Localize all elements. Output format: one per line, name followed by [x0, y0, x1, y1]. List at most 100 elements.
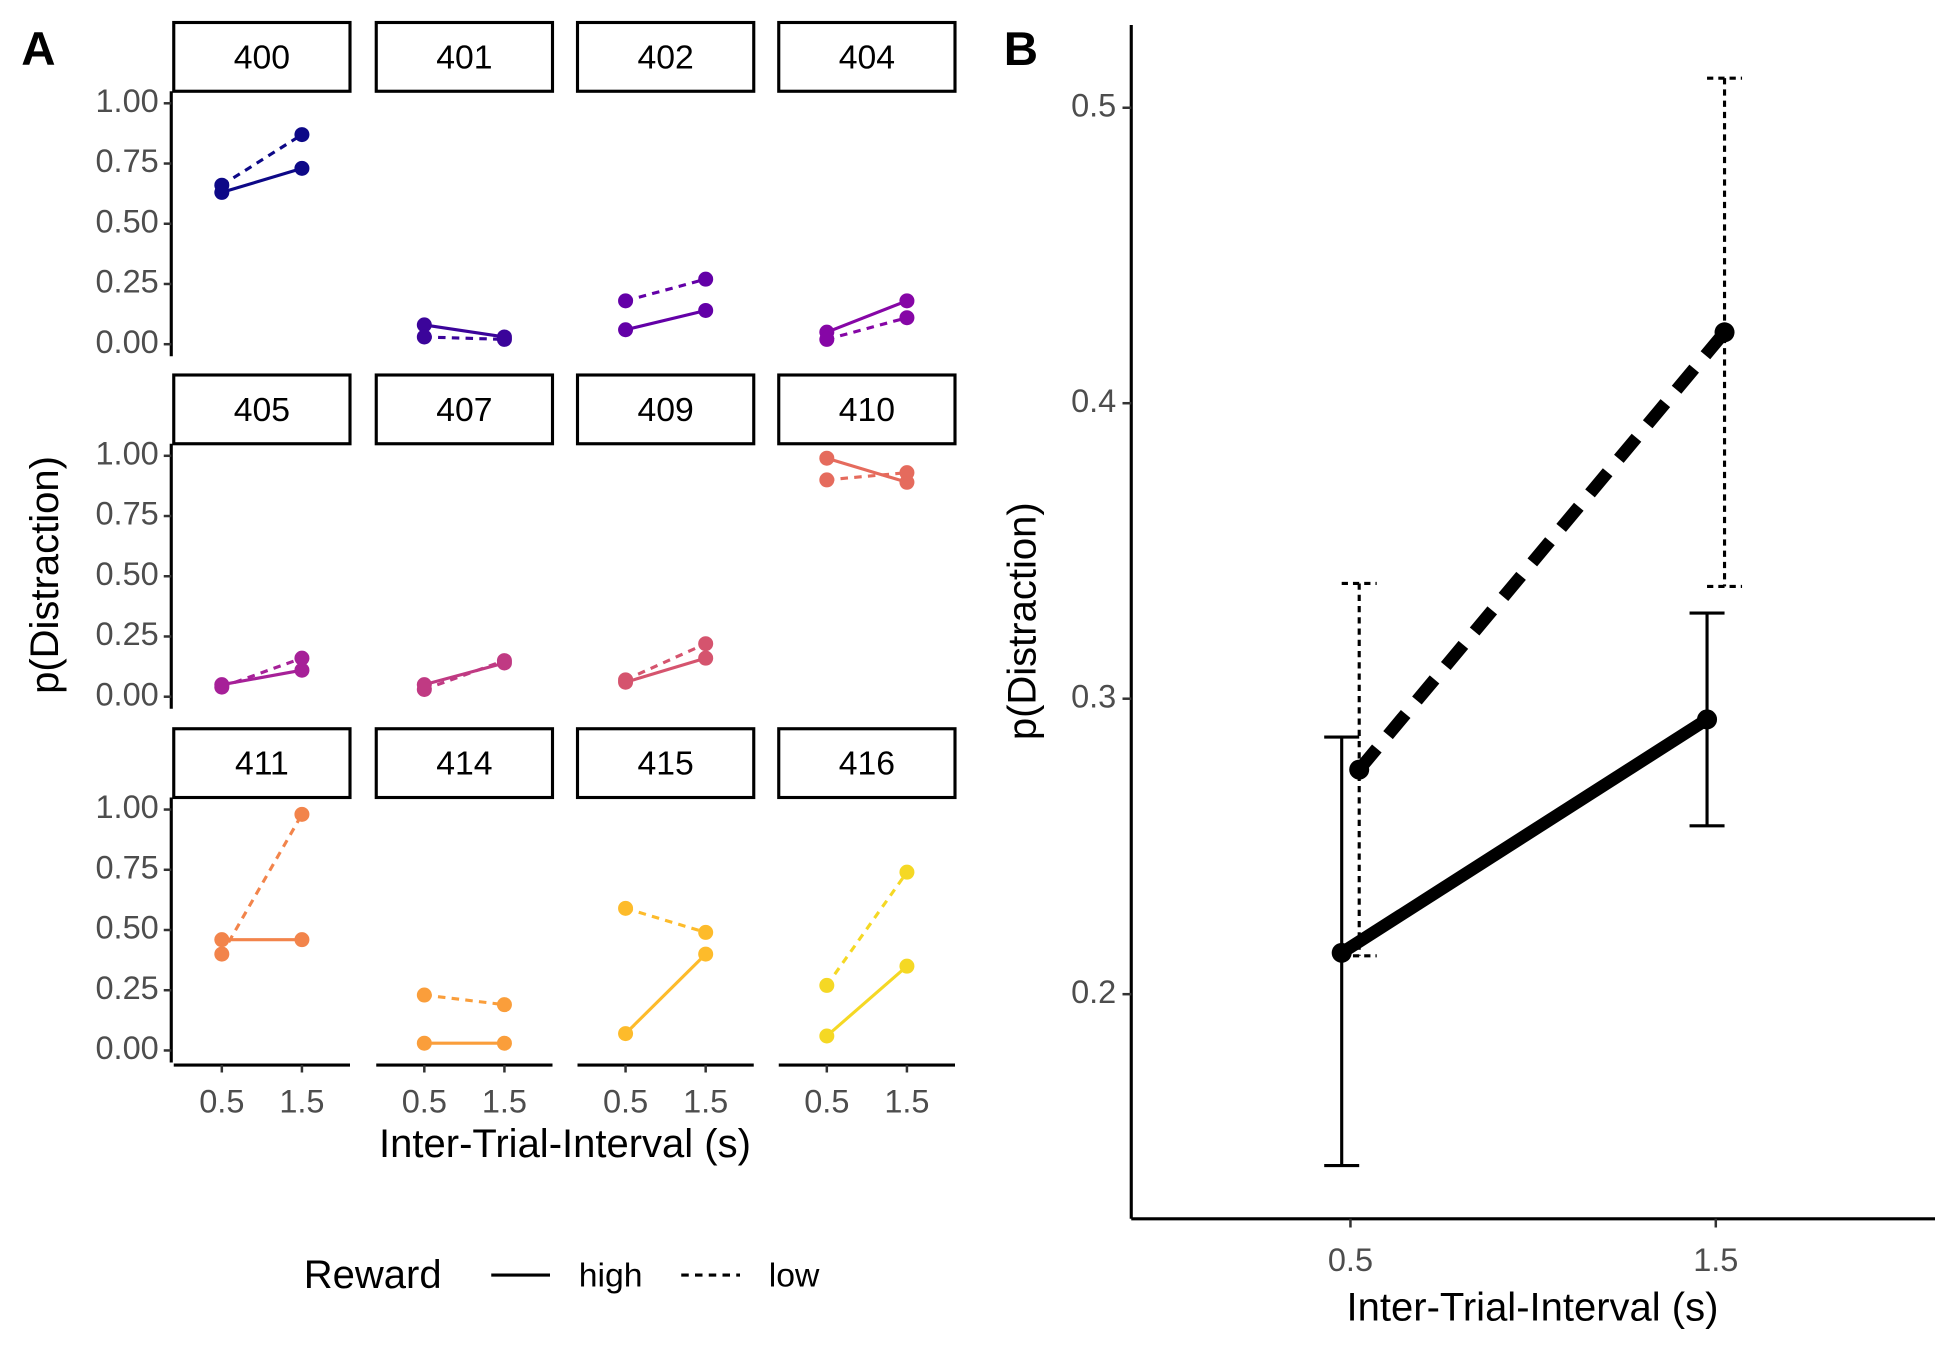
facet-label: 404: [839, 38, 895, 76]
x-axis-title: Inter-Trial-Interval (s): [379, 1122, 751, 1166]
facet-strip: [777, 20, 957, 93]
data-point: [698, 302, 714, 318]
x-tick-label: 1.5: [279, 1083, 324, 1119]
data-point: [618, 1026, 634, 1042]
x-tick-label: 1.5: [482, 1083, 527, 1119]
y-axis-title: p(Distraction): [23, 456, 67, 694]
facet-strip: [575, 20, 756, 93]
data-point: [496, 653, 512, 669]
x-tick-label: 0.5: [603, 1083, 648, 1119]
x-axis-title: Inter-Trial-Interval (s): [1347, 1286, 1719, 1330]
series-line: [625, 656, 707, 684]
data-point: [698, 650, 714, 666]
y-tick-label: 0.5: [1071, 87, 1116, 123]
x-tick-label: 1.5: [1693, 1242, 1738, 1278]
facet-strip: [374, 727, 555, 800]
data-point: [416, 317, 432, 333]
data-point: [819, 472, 835, 488]
data-point: [819, 1028, 835, 1044]
legend-label: low: [769, 1256, 820, 1294]
facet-strip: [172, 20, 352, 93]
data-point: [698, 924, 714, 940]
series-line: [221, 166, 303, 194]
facet-label: 410: [839, 391, 895, 429]
data-point: [294, 650, 310, 666]
series-line: [825, 871, 909, 987]
series-line: [423, 659, 505, 691]
facet-label: 400: [234, 38, 290, 76]
series-line: [221, 656, 303, 689]
data-point: [496, 1035, 512, 1051]
y-tick-label: 0.4: [1071, 383, 1116, 419]
series-line: [826, 316, 908, 341]
data-point: [416, 681, 432, 697]
data-point: [819, 331, 835, 347]
data-point: [416, 1035, 432, 1051]
series-line: [220, 133, 303, 187]
facet-label: 416: [839, 745, 895, 783]
y-tick-label: 0.3: [1071, 678, 1116, 714]
series-line: [624, 952, 707, 1035]
facet-strip: [777, 373, 957, 446]
facet-label: 414: [436, 745, 492, 783]
y-tick-label: 0.25: [95, 264, 158, 300]
series-line: [625, 308, 707, 332]
series-line: [625, 906, 707, 934]
y-tick-label: 1.00: [95, 789, 158, 825]
y-tick-label: 0.00: [95, 1030, 158, 1066]
facet-label: 402: [637, 38, 693, 76]
series-line: [220, 813, 304, 955]
series-line: [1338, 714, 1711, 959]
facet-strip: [777, 727, 957, 800]
data-point: [1349, 759, 1370, 780]
x-tick-label: 0.5: [199, 1083, 244, 1119]
data-point: [698, 271, 714, 287]
data-point: [1714, 322, 1735, 343]
data-point: [618, 322, 634, 338]
x-tick-label: 1.5: [884, 1083, 929, 1119]
y-tick-label: 0.50: [95, 556, 158, 592]
data-point: [698, 636, 714, 652]
facet-strip: [172, 373, 352, 446]
y-tick-label: 0.00: [95, 676, 158, 712]
facet-label: 409: [637, 391, 693, 429]
y-tick-label: 0.25: [95, 970, 158, 1006]
legend-label: high: [579, 1256, 643, 1294]
data-point: [899, 958, 915, 974]
y-tick-label: 0.75: [95, 143, 158, 179]
series-line: [625, 277, 707, 303]
data-point: [819, 450, 835, 466]
data-point: [1697, 709, 1718, 730]
facet-strip: [575, 727, 756, 800]
data-point: [214, 177, 230, 193]
data-point: [416, 987, 432, 1003]
data-point: [899, 310, 915, 326]
y-tick-label: 0.00: [95, 324, 158, 360]
data-point: [416, 329, 432, 345]
data-point: [214, 679, 230, 695]
y-tick-label: 1.00: [95, 83, 158, 119]
panel-label: A: [21, 23, 55, 76]
y-tick-label: 0.75: [95, 849, 158, 885]
facet-label: 401: [436, 38, 492, 76]
data-point: [618, 900, 634, 916]
y-tick-label: 0.75: [95, 496, 158, 532]
data-point: [294, 806, 310, 822]
data-point: [618, 293, 634, 309]
y-tick-label: 1.00: [95, 435, 158, 471]
series-line: [1354, 328, 1730, 774]
x-tick-label: 0.5: [804, 1083, 849, 1119]
series-line: [826, 299, 908, 334]
legend-title: Reward: [304, 1253, 442, 1297]
series-line: [424, 993, 505, 1007]
data-point: [294, 662, 310, 678]
x-tick-label: 0.5: [402, 1083, 447, 1119]
series-line: [424, 335, 505, 341]
data-point: [496, 331, 512, 347]
facet-label: 415: [637, 745, 693, 783]
facet-strip: [374, 373, 555, 446]
data-point: [294, 127, 310, 143]
x-tick-label: 0.5: [1328, 1242, 1373, 1278]
x-tick-label: 1.5: [683, 1083, 728, 1119]
